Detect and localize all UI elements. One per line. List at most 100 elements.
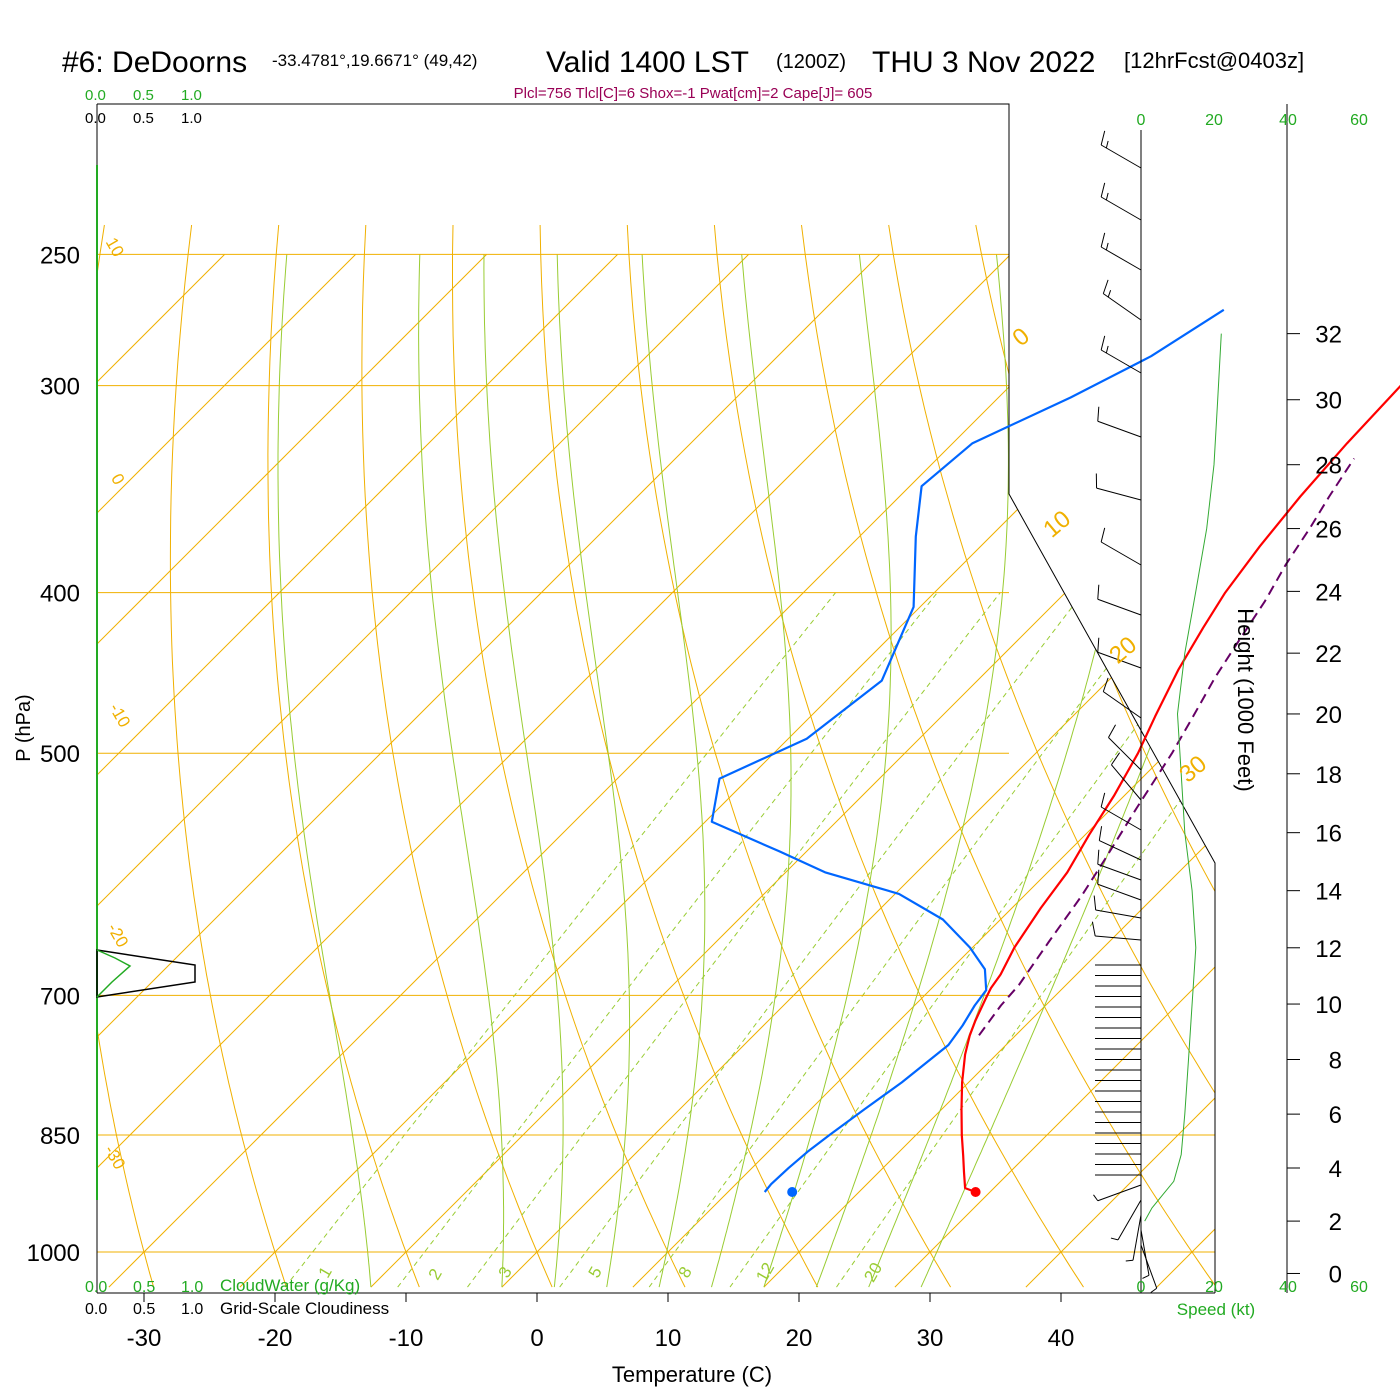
x-axis-title: Temperature (C) — [612, 1362, 772, 1387]
wind-barb — [1095, 473, 1142, 501]
wind-barb — [1093, 895, 1142, 919]
pressure-tick-label: 850 — [40, 1123, 80, 1150]
temperature-tick-label: 30 — [917, 1325, 944, 1352]
isotherm-line — [97, 254, 356, 1288]
mixing-ratio-label: 3 — [495, 1263, 516, 1281]
moist-adiabat-line — [556, 254, 631, 1288]
height-tick-label: 6 — [1329, 1102, 1342, 1129]
moist-adiabat-line — [920, 254, 1215, 1288]
surface-temperature-point — [970, 1186, 981, 1197]
wind-barb — [1100, 792, 1142, 831]
moist-adiabat-line — [277, 254, 372, 1288]
wind-barb-flag — [1100, 232, 1106, 248]
dry-adiabat-line — [626, 224, 952, 1288]
wind-barb — [1091, 921, 1142, 941]
cloud-tick-top-green-0: 0.0 — [85, 87, 106, 104]
temperature-tick-label: -30 — [127, 1325, 162, 1352]
wind-barb-shaft — [1096, 487, 1142, 501]
dry-adiabat-line — [267, 224, 420, 1288]
wind-barb-flag — [1100, 130, 1106, 146]
wind-barb-shaft — [1140, 1244, 1158, 1289]
wind-barb-half-flag — [1110, 1237, 1119, 1241]
moist-adiabat-line — [711, 254, 792, 1288]
wind-barb-flag — [1100, 792, 1106, 808]
height-tick-label: 24 — [1315, 579, 1342, 606]
cloud-tick-top-black-0: 0.0 — [85, 110, 106, 127]
wind-barb-shaft — [1100, 349, 1142, 374]
isotherm-line — [97, 254, 749, 1288]
wind-barb — [1125, 1214, 1142, 1262]
mixing-ratio-line — [559, 592, 1084, 1288]
isotherm-line — [501, 254, 1215, 1288]
wind-tick-bottom-0: 0 — [1137, 1279, 1146, 1296]
dry-adiabat-line — [169, 224, 287, 1288]
wind-barb-half-flag — [1105, 192, 1109, 201]
mixing-ratio-line — [648, 592, 1164, 1288]
dry-adiabat-label: 20 — [1104, 631, 1142, 669]
cloud-tick-bottom-black-2: 1.0 — [181, 1301, 203, 1318]
dry-adiabat-line — [1237, 225, 1400, 1287]
cloudiness-profile — [96, 949, 196, 998]
cloud-tick-top-black-1: 0.5 — [133, 110, 154, 127]
isotherm-line — [894, 254, 1215, 1288]
cloud-axis-bottom: 0.0 0.5 1.0 CloudWater (g/Kg) 0.0 0.5 1.… — [85, 1276, 389, 1318]
temperature-tick-label: 10 — [655, 1325, 682, 1352]
moist-adiabat-line — [641, 254, 706, 1288]
isotherm-line — [97, 254, 487, 1288]
cloud-tick-top-green-1: 0.5 — [133, 87, 154, 104]
pressure-tick-label: 250 — [40, 242, 80, 269]
temperature-tick-label: 0 — [530, 1325, 543, 1352]
wind-barb-shaft — [1097, 1184, 1142, 1202]
wind-barb-shaft — [1100, 541, 1142, 566]
mixing-ratio-label: 20 — [860, 1259, 886, 1285]
pressure-tick-label: 400 — [40, 581, 80, 608]
plot-frame — [96, 103, 1216, 1294]
height-tick-label: 16 — [1315, 821, 1342, 848]
wind-barb-shaft — [1132, 1214, 1142, 1261]
wind-barb-shaft — [1099, 840, 1142, 861]
wind-barb-shaft — [1097, 420, 1142, 438]
height-tick-label: 26 — [1315, 517, 1342, 544]
wind-barb — [1098, 826, 1142, 861]
dry-adiabat-left-label: -10 — [105, 700, 134, 731]
wind-barb-shaft — [1097, 863, 1142, 881]
wind-tick-bottom-1: 20 — [1205, 1279, 1223, 1296]
wind-barb-shaft — [1097, 598, 1142, 616]
cloud-tick-top-black-2: 1.0 — [181, 110, 202, 127]
height-tick-label: 30 — [1315, 388, 1342, 415]
wind-barb-flag — [1097, 406, 1100, 422]
parcel-line — [978, 457, 1355, 1036]
wind-barb — [1108, 724, 1142, 771]
cloud-tick-bottom-green-0: 0.0 — [85, 1279, 107, 1296]
isotherm-line — [97, 254, 225, 1288]
temperature-tick-label: -20 — [258, 1325, 293, 1352]
wind-barb-flag — [1111, 752, 1120, 766]
cloud-tick-bottom-green-2: 1.0 — [181, 1279, 203, 1296]
wind-barb-shaft — [1100, 144, 1142, 169]
wind-barb-shaft — [1103, 293, 1142, 321]
dry-adiabat-line — [713, 224, 1084, 1288]
cloud-profile — [96, 949, 196, 998]
cloudiness-label: Grid-Scale Cloudiness — [220, 1299, 389, 1318]
height-tick-label: 0 — [1329, 1261, 1342, 1288]
wind-barb-shaft — [1095, 935, 1142, 941]
height-tick-label: 10 — [1315, 992, 1342, 1019]
wind-tick-bottom-2: 40 — [1279, 1279, 1297, 1296]
wind-tick-top-1: 20 — [1205, 112, 1223, 129]
dry-adiabat-left-label: -20 — [103, 920, 132, 951]
wind-barb-flag — [1091, 921, 1096, 937]
cloud-water-profile — [96, 949, 132, 998]
isotherm-line — [1288, 254, 1400, 1287]
cloud-water-label: CloudWater (g/Kg) — [220, 1276, 360, 1295]
wind-barb — [1100, 232, 1142, 271]
pressure-tick-label: 300 — [40, 374, 80, 401]
wind-barb-flag — [1102, 279, 1109, 294]
mixing-ratio-line — [397, 592, 938, 1288]
wind-barb — [1097, 849, 1142, 881]
wind-speed-axis: 0 20 40 60 0 20 40 60 Speed (kt) — [1137, 112, 1368, 1319]
moist-adiabat-line — [418, 254, 505, 1288]
wind-barb — [1100, 130, 1142, 169]
dewpoint-line — [710, 308, 1225, 1193]
dry-adiabat-left-label: -30 — [100, 1142, 129, 1173]
